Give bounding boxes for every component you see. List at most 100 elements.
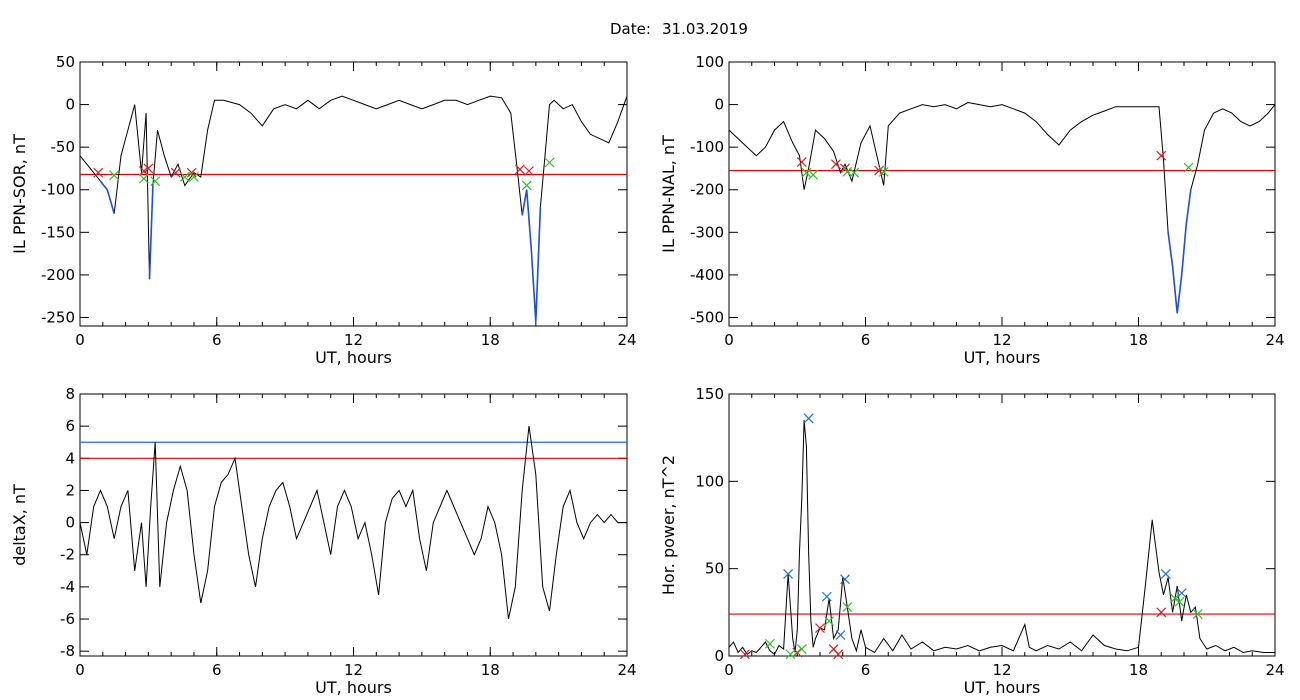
green-x-marker xyxy=(179,172,190,182)
y-tick-label: 150 xyxy=(695,385,724,403)
x-tick-label: 18 xyxy=(481,661,500,679)
x-tick-label: 6 xyxy=(861,331,871,349)
x-tick-label: 12 xyxy=(344,661,363,679)
panel-deltax: 0 6 12 18 24 8 6 4 2 0 -2 -4 -6 -8 UT, hours deltaX, nT xyxy=(10,385,637,697)
y-tick-label: -300 xyxy=(690,223,724,241)
x-tick-label: 24 xyxy=(1265,661,1284,679)
red-x-marker xyxy=(138,166,149,176)
date-value: 31.03.2019 xyxy=(662,20,748,38)
red-x-marker xyxy=(792,647,803,658)
y-axis-label: IL PPN-SOR, nT xyxy=(10,134,29,254)
red-x-marker xyxy=(740,649,750,660)
y-tick-label: -250 xyxy=(41,308,75,326)
below-threshold-segment xyxy=(148,185,154,280)
below-threshold-segment xyxy=(521,189,542,322)
y-tick-label: -2 xyxy=(60,546,75,564)
x-tick-label: 0 xyxy=(75,661,85,679)
red-x-marker xyxy=(524,166,534,176)
panel-il-ppn-sor: 0 6 12 18 24 50 0 -50 -100 -150 -200 -250 UT, hours I… xyxy=(10,53,637,367)
green-x-marker xyxy=(796,644,807,654)
x-tick-label: 12 xyxy=(992,661,1011,679)
y-tick-label: 2 xyxy=(65,481,75,499)
green-x-marker xyxy=(1169,593,1180,604)
series-line xyxy=(79,95,628,322)
y-tick-label: 100 xyxy=(695,472,724,490)
y-tick-label: 50 xyxy=(705,560,724,578)
y-axis-label: IL PPN-NAL, nT xyxy=(659,135,678,253)
red-x-marker xyxy=(143,163,154,174)
y-tick-label: -4 xyxy=(60,578,75,596)
blue-x-marker xyxy=(840,574,850,585)
x-tick-label: 24 xyxy=(617,331,636,349)
x-tick-label: 6 xyxy=(212,331,222,349)
x-tick-label: 12 xyxy=(344,331,363,349)
green-x-marker xyxy=(138,173,149,184)
x-tick-label: 24 xyxy=(1265,331,1284,349)
x-axis-label: UT, hours xyxy=(315,348,392,367)
plot-frame xyxy=(728,61,1276,327)
x-axis-label: UT, hours xyxy=(315,678,392,697)
x-tick-label: 18 xyxy=(1129,331,1148,349)
y-tick-label: -200 xyxy=(690,181,724,199)
y-tick-label: -8 xyxy=(60,642,75,660)
green-x-marker xyxy=(150,176,161,187)
series-line xyxy=(728,101,1276,314)
red-x-marker xyxy=(1156,150,1167,161)
series-line xyxy=(728,420,1275,656)
panel-hor-power: 0 6 12 18 24 150 100 50 0 UT, hours Hor. power, nT… xyxy=(659,385,1285,697)
x-tick-label: 6 xyxy=(212,661,222,679)
y-tick-label: 100 xyxy=(695,53,724,71)
below-threshold-segment xyxy=(99,180,115,214)
green-x-marker xyxy=(765,638,775,649)
blue-x-marker xyxy=(803,413,814,424)
y-tick-label: -100 xyxy=(690,138,724,156)
y-tick-label: -50 xyxy=(51,138,76,156)
blue-x-marker xyxy=(835,630,846,640)
blue-x-marker xyxy=(1160,568,1171,579)
x-tick-label: 12 xyxy=(992,331,1011,349)
green-x-marker xyxy=(842,602,853,613)
y-tick-label: -6 xyxy=(60,610,75,628)
green-x-marker xyxy=(785,649,796,660)
x-tick-label: 6 xyxy=(861,661,871,679)
plot-frame xyxy=(79,61,628,327)
red-x-marker xyxy=(796,157,807,167)
red-x-marker xyxy=(93,167,104,178)
y-axis-label: deltaX, nT xyxy=(10,484,29,566)
red-x-marker xyxy=(1156,607,1167,618)
x-tick-label: 0 xyxy=(724,331,734,349)
y-tick-label: -400 xyxy=(690,266,724,284)
y-tick-label: -500 xyxy=(690,308,724,326)
green-x-marker xyxy=(521,180,532,191)
x-axis-label: UT, hours xyxy=(964,348,1041,367)
x-axis-label: UT, hours xyxy=(964,678,1041,697)
x-tick-label: 18 xyxy=(481,331,500,349)
y-tick-label: 0 xyxy=(714,96,724,114)
green-x-marker xyxy=(849,167,860,178)
y-tick-label: 0 xyxy=(714,647,724,665)
y-tick-label: -150 xyxy=(41,223,75,241)
x-tick-label: 24 xyxy=(617,661,636,679)
date-label: Date: xyxy=(610,20,651,38)
green-x-marker xyxy=(1192,609,1203,620)
green-x-marker xyxy=(801,167,812,178)
red-x-marker xyxy=(831,159,841,170)
red-x-marker xyxy=(833,649,844,660)
y-tick-label: -200 xyxy=(41,266,75,284)
y-tick-label: 0 xyxy=(65,96,75,114)
y-axis-label: Hor. power, nT^2 xyxy=(659,455,678,595)
blue-x-marker xyxy=(1176,588,1187,599)
y-tick-label: 4 xyxy=(65,449,75,467)
y-tick-label: -100 xyxy=(41,181,75,199)
y-tick-label: 6 xyxy=(65,417,75,435)
y-tick-label: 0 xyxy=(65,514,75,532)
green-x-marker xyxy=(824,616,835,626)
green-x-marker xyxy=(808,169,819,180)
y-tick-label: 50 xyxy=(56,53,75,71)
plot-frame xyxy=(79,393,628,657)
green-x-marker xyxy=(1174,596,1185,607)
y-tick-label: 8 xyxy=(65,385,75,403)
panel-il-ppn-nal: 0 6 12 18 24 100 0 -100 -200 -300 -400 -500 UT, hour… xyxy=(659,53,1285,367)
x-tick-label: 0 xyxy=(724,661,734,679)
